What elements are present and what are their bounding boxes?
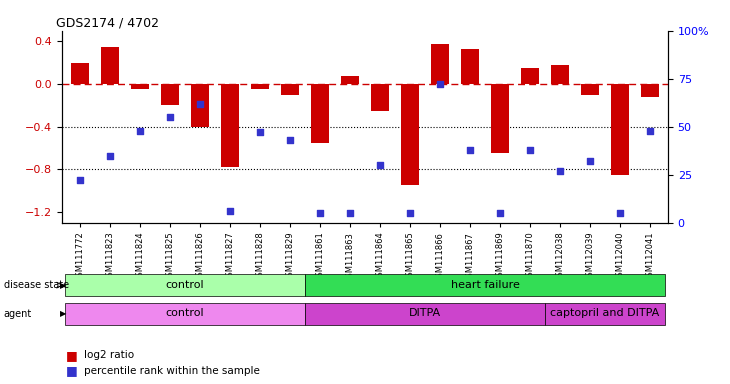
Bar (371, 84, 389, 111)
Bar (281, 84, 299, 95)
Bar (251, 84, 269, 89)
Point (464, 147, 476, 153)
Point (344, 210, 356, 216)
Bar (461, 49, 479, 84)
Bar (401, 84, 419, 185)
Bar (161, 84, 179, 105)
Text: log2 ratio: log2 ratio (84, 350, 134, 360)
Point (404, 210, 416, 216)
Point (254, 129, 266, 136)
Point (434, 81, 446, 88)
Bar (305, 303, 545, 325)
Bar (545, 303, 665, 325)
Bar (71, 63, 89, 84)
Bar (491, 84, 509, 153)
Bar (131, 84, 149, 89)
Point (224, 208, 236, 214)
Bar (65, 303, 305, 325)
Point (524, 147, 536, 153)
Bar (221, 84, 239, 167)
Point (74, 177, 86, 184)
Point (164, 114, 176, 120)
Point (584, 158, 596, 164)
Bar (611, 84, 629, 175)
Point (494, 210, 506, 216)
Text: disease state: disease state (4, 280, 69, 290)
Point (134, 127, 146, 134)
Bar (305, 274, 665, 296)
Bar (521, 68, 539, 84)
Text: ▶: ▶ (60, 281, 66, 290)
Bar (191, 84, 209, 127)
Text: GDS2174 / 4702: GDS2174 / 4702 (56, 17, 159, 30)
Text: heart failure: heart failure (450, 280, 520, 290)
Bar (311, 84, 329, 143)
Point (554, 168, 566, 174)
Text: DITPA: DITPA (409, 308, 441, 318)
Point (104, 152, 116, 159)
Text: percentile rank within the sample: percentile rank within the sample (84, 366, 260, 376)
Text: ■: ■ (66, 349, 77, 362)
Bar (65, 274, 305, 296)
Point (284, 137, 296, 143)
Bar (551, 65, 569, 84)
Point (374, 162, 386, 168)
Point (644, 127, 656, 134)
Bar (641, 84, 659, 97)
Text: control: control (166, 280, 204, 290)
Text: ■: ■ (66, 364, 77, 377)
Point (614, 210, 626, 216)
Bar (101, 47, 119, 84)
Bar (581, 84, 599, 95)
Text: agent: agent (4, 309, 32, 319)
Text: ▶: ▶ (60, 310, 66, 318)
Bar (431, 43, 449, 84)
Bar (341, 76, 359, 84)
Point (194, 101, 206, 107)
Point (314, 210, 326, 216)
Text: captopril and DITPA: captopril and DITPA (550, 308, 660, 318)
Text: control: control (166, 308, 204, 318)
